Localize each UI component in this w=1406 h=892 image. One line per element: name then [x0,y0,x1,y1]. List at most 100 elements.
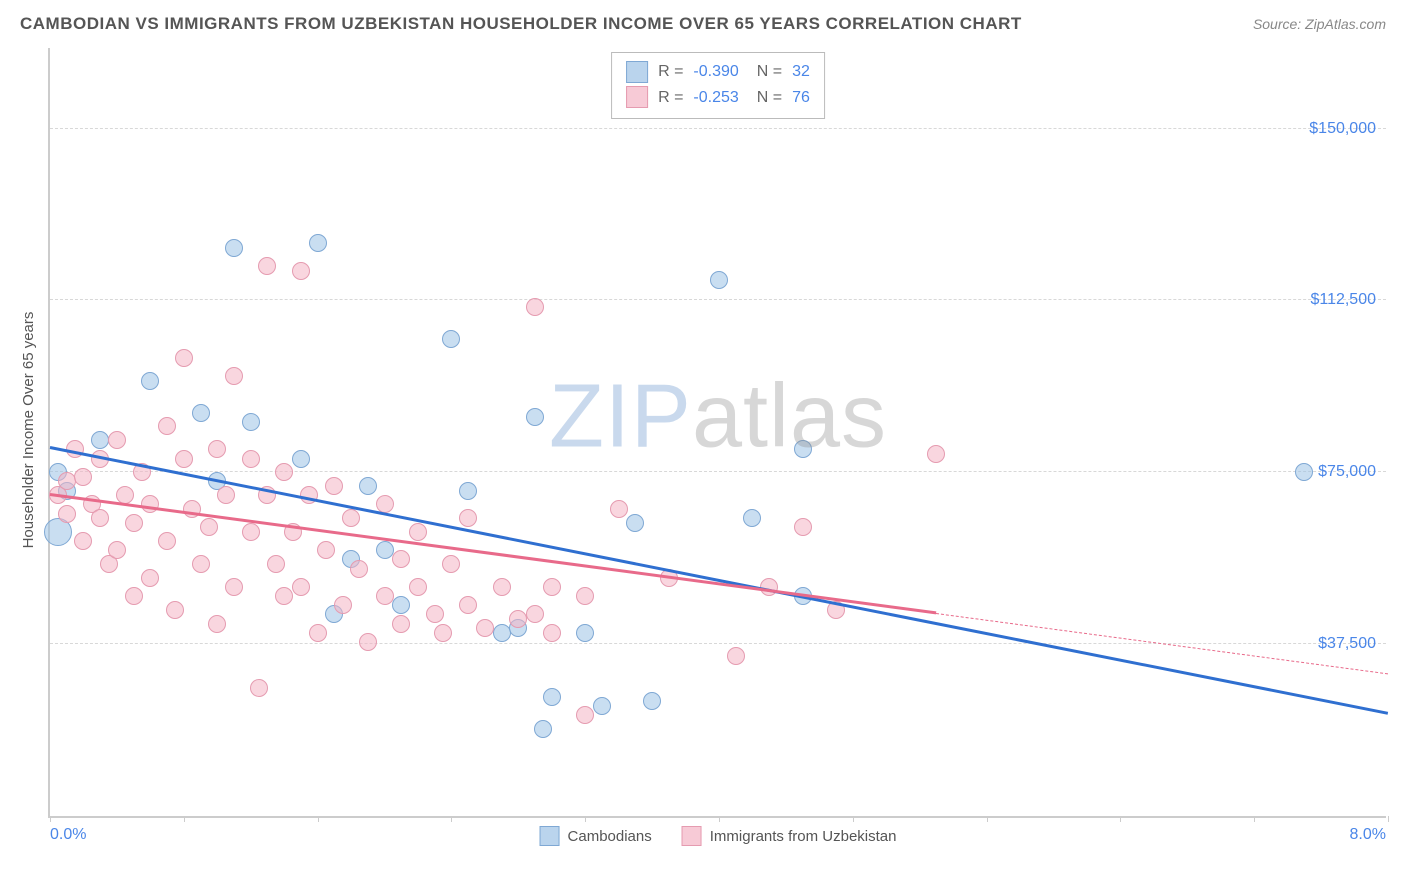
x-tick-mark [1120,816,1121,822]
scatter-point [927,445,945,463]
x-tick-mark [318,816,319,822]
scatter-point [493,624,511,642]
scatter-point [309,624,327,642]
scatter-point [1295,463,1313,481]
scatter-point [526,605,544,623]
stats-r-label: R = [658,85,683,111]
scatter-point [275,463,293,481]
scatter-point [292,262,310,280]
scatter-point [91,431,109,449]
scatter-point [208,440,226,458]
stats-r-label: R = [658,59,683,85]
scatter-point [267,555,285,573]
scatter-point [208,615,226,633]
watermark: ZIPatlas [549,365,887,468]
stats-swatch [626,86,648,108]
scatter-point [242,523,260,541]
scatter-point [526,298,544,316]
scatter-point [576,587,594,605]
scatter-point [108,541,126,559]
scatter-point [710,271,728,289]
scatter-point [108,431,126,449]
scatter-point [342,509,360,527]
scatter-point [493,578,511,596]
x-tick-mark [987,816,988,822]
scatter-point [442,330,460,348]
scatter-point [250,679,268,697]
x-tick-mark [1388,816,1389,822]
scatter-point [392,596,410,614]
scatter-point [543,624,561,642]
scatter-point [166,601,184,619]
header: CAMBODIAN VS IMMIGRANTS FROM UZBEKISTAN … [0,0,1406,44]
gridline [50,471,1386,472]
legend-swatch [682,826,702,846]
scatter-point [242,450,260,468]
scatter-point [794,518,812,536]
scatter-point [317,541,335,559]
scatter-point [91,509,109,527]
scatter-point [192,404,210,422]
scatter-point [225,367,243,385]
scatter-point [476,619,494,637]
stats-r-value: -0.253 [693,85,738,111]
scatter-point [350,560,368,578]
stats-swatch [626,61,648,83]
scatter-point [409,578,427,596]
scatter-point [409,523,427,541]
scatter-point [141,372,159,390]
x-tick-mark [184,816,185,822]
scatter-point [275,587,293,605]
scatter-point [434,624,452,642]
y-axis-label: Householder Income Over 65 years [20,312,37,549]
gridline [50,128,1386,129]
scatter-point [334,596,352,614]
scatter-point [576,624,594,642]
legend: CambodiansImmigrants from Uzbekistan [540,826,897,846]
scatter-point [74,532,92,550]
x-tick-mark [853,816,854,822]
scatter-point [225,578,243,596]
legend-label: Cambodians [568,828,652,845]
source-label: Source: ZipAtlas.com [1253,16,1386,32]
scatter-point [392,550,410,568]
stats-row: R = -0.390 N = 32 [626,59,810,85]
watermark-a: ZIP [549,366,692,466]
scatter-point [258,257,276,275]
scatter-point [643,692,661,710]
x-tick-label: 8.0% [1350,826,1386,844]
y-tick-label: $112,500 [1310,291,1376,309]
scatter-point [459,482,477,500]
scatter-point [359,633,377,651]
watermark-b: atlas [692,366,887,466]
scatter-point [175,450,193,468]
chart-title: CAMBODIAN VS IMMIGRANTS FROM UZBEKISTAN … [20,14,1022,34]
scatter-point [392,615,410,633]
legend-item: Cambodians [540,826,652,846]
scatter-point [543,578,561,596]
scatter-point [610,500,628,518]
trend-line [50,446,1389,715]
stats-n-value: 76 [792,85,810,111]
scatter-point [217,486,235,504]
stats-r-value: -0.390 [693,59,738,85]
x-tick-mark [451,816,452,822]
stats-n-value: 32 [792,59,810,85]
scatter-point [442,555,460,573]
scatter-point [359,477,377,495]
scatter-point [534,720,552,738]
x-tick-label: 0.0% [50,826,86,844]
scatter-point [509,610,527,628]
x-tick-mark [1254,816,1255,822]
scatter-point [141,495,159,513]
stats-box: R = -0.390 N = 32R = -0.253 N = 76 [611,52,825,119]
legend-swatch [540,826,560,846]
scatter-point [200,518,218,536]
scatter-point [459,596,477,614]
stats-n-label: N = [757,59,782,85]
scatter-point [158,417,176,435]
scatter-point [426,605,444,623]
scatter-point [175,349,193,367]
x-tick-mark [585,816,586,822]
scatter-point [74,468,92,486]
